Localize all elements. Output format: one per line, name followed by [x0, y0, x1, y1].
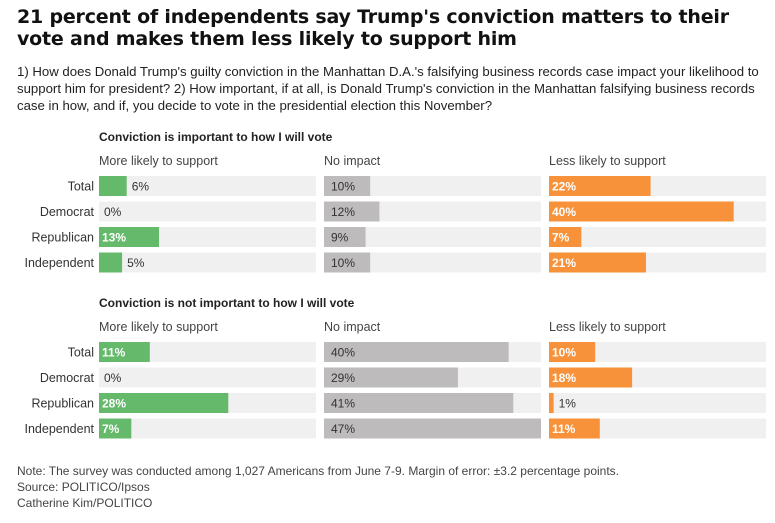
data-label: 7%	[552, 231, 570, 245]
bar	[549, 176, 651, 196]
data-label: 22%	[552, 180, 576, 194]
bar	[99, 418, 132, 439]
data-label: 9%	[331, 231, 349, 245]
bar	[99, 252, 123, 273]
category-label: Democrat	[40, 371, 95, 385]
data-label: 29%	[331, 371, 355, 385]
chart-subtitle: 1) How does Donald Trump's guilty convic…	[17, 64, 759, 113]
data-label: 1%	[559, 397, 577, 411]
bar	[99, 227, 160, 247]
category-label: Republican	[31, 231, 94, 245]
bar	[324, 367, 458, 388]
bar	[324, 418, 541, 439]
bar	[324, 201, 380, 222]
bar	[549, 252, 646, 273]
bar	[324, 393, 514, 413]
chart-title: 21 percent of independents say Trump's c…	[17, 6, 729, 50]
source-note: Source: POLITICO/Ipsos	[17, 480, 150, 494]
bar	[324, 342, 509, 362]
data-label: 12%	[331, 205, 355, 219]
footnotes: Note: The survey was conducted among 1,0…	[17, 463, 757, 511]
bar	[324, 252, 371, 273]
credit-note: Catherine Kim/POLITICO	[17, 496, 153, 510]
bar-track	[324, 227, 541, 247]
bar-track	[99, 418, 316, 439]
data-label: 13%	[102, 231, 126, 245]
bar-track	[324, 252, 541, 273]
bar-track	[549, 342, 766, 362]
bar-track	[549, 393, 766, 413]
survey-note: Note: The survey was conducted among 1,0…	[17, 464, 620, 478]
data-label: 40%	[331, 346, 355, 360]
bar-track	[99, 176, 316, 196]
data-label: 10%	[552, 346, 576, 360]
series-header: Less likely to support	[549, 154, 666, 168]
bar	[324, 227, 366, 247]
bar-track	[99, 367, 316, 388]
bar	[549, 227, 582, 247]
category-label: Independent	[24, 256, 94, 270]
data-label: 28%	[102, 397, 126, 411]
data-label: 10%	[331, 256, 355, 270]
bar	[549, 393, 554, 413]
bar-track	[99, 252, 316, 273]
category-label: Democrat	[40, 205, 95, 219]
data-label: 40%	[552, 205, 576, 219]
category-label: Total	[68, 346, 94, 360]
block-title: Conviction is not important to how I wil…	[99, 296, 355, 310]
data-label: 41%	[331, 397, 355, 411]
bar	[549, 367, 633, 388]
bar-track	[99, 201, 316, 222]
series-header: More likely to support	[99, 320, 218, 334]
category-label: Total	[68, 180, 94, 194]
bar-track	[549, 418, 766, 439]
series-header: No impact	[324, 320, 381, 334]
bar	[324, 176, 371, 196]
category-label: Republican	[31, 397, 94, 411]
data-label: 18%	[552, 371, 576, 385]
data-label: 6%	[132, 180, 150, 194]
data-label: 7%	[102, 422, 120, 436]
bar-track	[549, 227, 766, 247]
data-label: 5%	[127, 256, 145, 270]
data-label: 47%	[331, 422, 355, 436]
data-label: 10%	[331, 180, 355, 194]
series-header: More likely to support	[99, 154, 218, 168]
bar	[549, 418, 600, 439]
block-title: Conviction is important to how I will vo…	[99, 130, 333, 144]
series-header: Less likely to support	[549, 320, 666, 334]
bar	[549, 201, 734, 222]
bar	[549, 342, 596, 362]
data-label: 11%	[102, 346, 126, 360]
data-label: 11%	[552, 422, 576, 436]
bar	[99, 176, 127, 196]
bar	[99, 342, 150, 362]
series-header: No impact	[324, 154, 381, 168]
bar	[99, 393, 229, 413]
data-label: 21%	[552, 256, 576, 270]
bar-track	[99, 342, 316, 362]
data-label: 0%	[104, 205, 122, 219]
category-label: Independent	[24, 422, 94, 436]
bar-track	[324, 176, 541, 196]
data-label: 0%	[104, 371, 122, 385]
